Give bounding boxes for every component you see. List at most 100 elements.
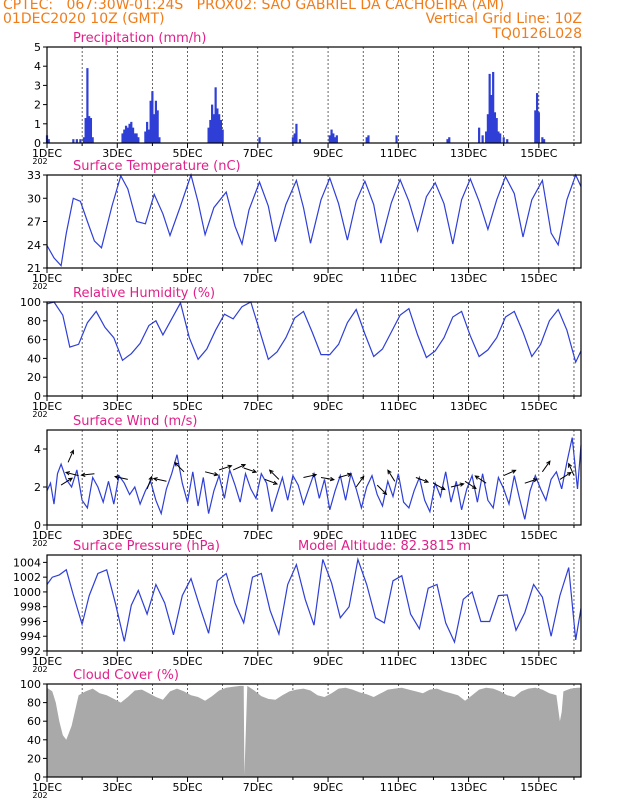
wind-arrow-head <box>268 469 274 475</box>
precip-bar <box>209 119 212 143</box>
cloud-xtick-label: 11DEC <box>380 781 417 794</box>
wind-xtick-label: 9DEC <box>313 529 343 542</box>
wind-arrow <box>541 460 551 473</box>
rh-series-line <box>46 301 582 364</box>
precip-bar <box>75 139 78 143</box>
wind-arrow <box>115 476 128 480</box>
press-ytick-label: 1000 <box>13 586 41 599</box>
wind-arrow <box>146 476 153 490</box>
precip-xtick-label: 3DEC <box>102 147 132 160</box>
precip-bar <box>131 127 135 143</box>
rh-frame <box>46 301 582 397</box>
rh-year-label: 202 <box>32 410 47 419</box>
cloud-xtick-label: 9DEC <box>313 781 343 794</box>
precip-bar <box>293 133 296 143</box>
precip-bar <box>486 114 490 143</box>
precip-bar <box>214 87 217 143</box>
precip-bar <box>135 133 138 143</box>
wind-arrow <box>153 477 167 482</box>
press-ytick-label: 996 <box>20 615 41 628</box>
press-year-label: 202 <box>32 665 47 674</box>
wind-arrow-head <box>174 461 179 467</box>
wind-arrow-head <box>329 476 335 482</box>
precip-bar <box>481 135 484 143</box>
wind-arrow-head <box>227 464 233 469</box>
precip-bar <box>328 135 331 143</box>
wind-arrow-head <box>568 462 573 468</box>
precip-bar <box>506 139 509 143</box>
rh-xtick-label: 5DEC <box>172 400 202 413</box>
precip-ytick-label: 1 <box>34 118 41 131</box>
header-line1: CPTEC: 067:30W-01:24S PROX02: SAO GABRIE… <box>3 0 505 13</box>
cloud-ytick-label: 60 <box>27 715 41 728</box>
precip-bar <box>478 127 481 143</box>
wind-xtick-label: 11DEC <box>380 529 417 542</box>
wind-arrow-head <box>440 485 446 491</box>
wind-year-label: 202 <box>32 539 47 548</box>
temp-xtick-label: 13DEC <box>450 272 487 285</box>
precip-ytick-label: 2 <box>34 99 41 112</box>
wind-arrow-head <box>566 471 572 477</box>
wind-ytick-label: 4 <box>34 443 41 456</box>
wind-arrow <box>464 480 477 489</box>
press-ytick-label: 998 <box>20 601 41 614</box>
wind-arrow-head <box>424 478 430 483</box>
wind-arrow <box>503 469 516 477</box>
cloud-ytick-label: 100 <box>20 678 41 691</box>
precip-frame <box>46 46 582 144</box>
precip-ytick-label: 3 <box>34 79 41 92</box>
wind-arrow-head <box>69 449 74 455</box>
temp-ytick-label: 27 <box>27 216 41 229</box>
precip-xtick-label: 7DEC <box>243 147 273 160</box>
precip-bar <box>534 110 537 143</box>
temp-ytick-label: 33 <box>27 169 41 182</box>
wind-xtick-label: 5DEC <box>172 529 202 542</box>
rh-ytick-label: 40 <box>27 352 41 365</box>
wind-arrow-head <box>252 468 258 474</box>
temp-ytick-label: 24 <box>27 239 41 252</box>
precip-bar <box>207 127 210 143</box>
cloud-ytick-label: 20 <box>27 752 41 765</box>
precip-bar <box>89 118 93 143</box>
precip-bar <box>333 137 337 143</box>
press-ytick-label: 994 <box>20 630 41 643</box>
wind-arrow-head <box>64 471 71 476</box>
press-ytick-label: 992 <box>20 645 41 658</box>
press-title: Surface Pressure (hPa) <box>73 539 220 554</box>
precip-bar <box>258 137 261 143</box>
temp-xtick-label: 1DEC <box>32 272 62 285</box>
wind-arrow-head <box>152 477 158 482</box>
precip-bar <box>298 139 302 143</box>
precip-bar <box>537 112 540 143</box>
precip-bar <box>216 108 219 143</box>
wind-arrow <box>524 478 538 484</box>
wind-arrow-head <box>459 482 465 487</box>
precip-xtick-label: 5DEC <box>172 147 202 160</box>
precip-bar <box>488 73 491 143</box>
wind-xtick-label: 1DEC <box>32 529 62 542</box>
precip-bar <box>124 125 128 143</box>
wind-arrow-head <box>359 475 365 481</box>
wind-arrow-head <box>347 472 353 477</box>
precip-bar <box>502 137 505 143</box>
press-xtick-label: 1DEC <box>32 655 62 668</box>
precip-bar <box>490 95 493 143</box>
precip-bar <box>367 135 370 143</box>
wind-arrow <box>204 471 218 476</box>
wind-arrow <box>67 450 74 463</box>
precip-title: Precipitation (mm/h) <box>73 31 206 46</box>
cloud-area <box>47 685 581 777</box>
precip-bar <box>88 116 91 143</box>
precip-bar <box>541 137 544 143</box>
temp-xtick-label: 15DEC <box>520 272 557 285</box>
cloud-xtick-label: 1DEC <box>32 781 62 794</box>
press-xtick-label: 13DEC <box>450 655 487 668</box>
precip-bar <box>146 121 149 143</box>
temp-xtick-label: 5DEC <box>172 272 202 285</box>
precip-bar <box>446 139 449 143</box>
wind-arrow <box>218 465 232 471</box>
cloud-year-label: 202 <box>32 791 47 800</box>
rh-xtick-label: 3DEC <box>102 400 132 413</box>
wind-arrow-head <box>68 477 74 482</box>
